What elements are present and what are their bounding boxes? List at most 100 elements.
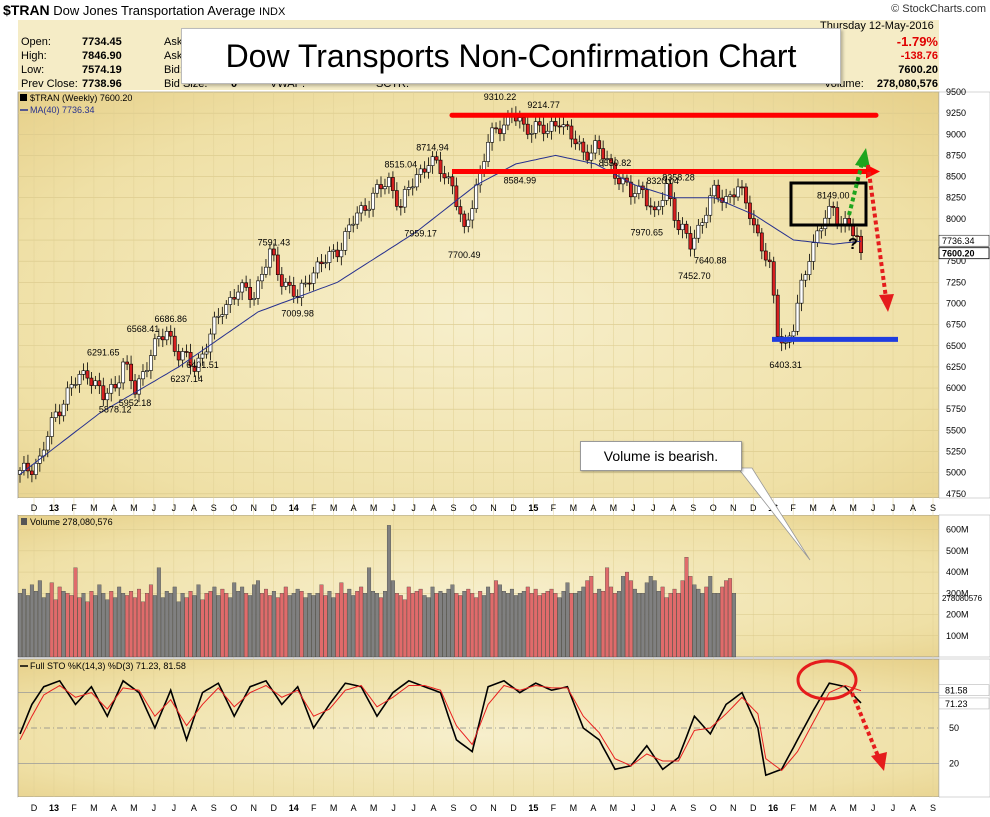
candle bbox=[803, 274, 808, 281]
candle bbox=[859, 235, 863, 254]
time-tick-label: A bbox=[910, 803, 916, 813]
candle bbox=[617, 177, 621, 185]
candle bbox=[319, 261, 324, 265]
time-tick-label: 13 bbox=[49, 803, 59, 813]
candle bbox=[811, 242, 816, 262]
volume-bar bbox=[621, 576, 625, 658]
candle bbox=[446, 176, 451, 179]
time-tick-label: A bbox=[670, 803, 676, 813]
candle bbox=[367, 208, 371, 211]
time-tick-label: O bbox=[710, 503, 717, 513]
volume-bar bbox=[355, 591, 360, 658]
ma-legend-label: MA(40) 7736.34 bbox=[30, 105, 95, 115]
candle bbox=[192, 365, 197, 372]
candle bbox=[458, 206, 463, 215]
volume-tick-label: 400M bbox=[946, 567, 969, 577]
volume-bar bbox=[73, 567, 78, 658]
time-tick-label: M bbox=[330, 503, 338, 513]
candle bbox=[33, 463, 38, 475]
candle bbox=[732, 194, 736, 198]
volume-bar bbox=[232, 582, 237, 658]
candle bbox=[454, 185, 459, 207]
candle bbox=[232, 297, 237, 300]
candle bbox=[164, 330, 169, 341]
annotation-label: 6401.51 bbox=[186, 360, 219, 370]
time-tick-label: S bbox=[690, 503, 696, 513]
candle bbox=[644, 189, 649, 207]
time-tick-label: A bbox=[670, 503, 676, 513]
candle bbox=[541, 124, 546, 134]
stochastic-d-line bbox=[19, 684, 862, 772]
annotation-label: 6568.41 bbox=[127, 324, 160, 334]
volume-bar bbox=[129, 591, 134, 658]
volume-bar bbox=[664, 597, 669, 658]
volume-bar bbox=[601, 591, 606, 658]
volume-bar bbox=[339, 582, 344, 658]
candle bbox=[180, 351, 185, 361]
volume-bar bbox=[644, 582, 649, 658]
volume-bar bbox=[466, 588, 471, 658]
time-tick-label: J bbox=[152, 503, 157, 513]
candle bbox=[22, 462, 26, 471]
volume-tick-label: 100M bbox=[946, 631, 969, 641]
volume-bar bbox=[585, 580, 590, 658]
stochastic-tick-label: 20 bbox=[949, 758, 959, 768]
annotation-label: 7591.43 bbox=[258, 237, 291, 247]
volume-bar bbox=[69, 595, 74, 658]
candle bbox=[704, 214, 709, 224]
time-tick-label: J bbox=[631, 803, 636, 813]
volume-bar bbox=[680, 580, 685, 658]
volume-bar bbox=[307, 593, 312, 658]
candle bbox=[418, 168, 423, 175]
time-tick-label: D bbox=[31, 803, 38, 813]
time-tick-label: M bbox=[130, 503, 138, 513]
candle bbox=[53, 411, 58, 418]
candle bbox=[93, 380, 98, 386]
volume-bar bbox=[164, 591, 169, 658]
price-tick-label: 8750 bbox=[946, 150, 966, 160]
candle bbox=[125, 361, 130, 365]
candle bbox=[375, 184, 379, 194]
volume-bar bbox=[454, 593, 459, 658]
time-tick-label: A bbox=[191, 503, 197, 513]
volume-bar bbox=[577, 591, 582, 658]
time-tick-label: D bbox=[270, 803, 277, 813]
time-tick-label: M bbox=[849, 803, 857, 813]
candle bbox=[807, 261, 812, 275]
candle bbox=[561, 124, 566, 128]
price-legend-label: $TRAN (Weekly) 7600.20 bbox=[30, 93, 132, 103]
candle bbox=[585, 151, 590, 161]
price-tick-label: 6000 bbox=[946, 383, 966, 393]
time-tick-label: D bbox=[510, 803, 517, 813]
volume-bar bbox=[379, 597, 383, 658]
candle bbox=[97, 380, 102, 387]
volume-tick-label: 500M bbox=[946, 546, 969, 556]
annotation-label: 9310.22 bbox=[484, 92, 517, 102]
volume-bar bbox=[327, 591, 332, 658]
volume-bar bbox=[696, 588, 701, 658]
candle bbox=[549, 121, 554, 132]
volume-bar bbox=[426, 597, 431, 658]
ma-value-tag bbox=[938, 234, 990, 247]
annotation-label: 6403.31 bbox=[769, 360, 802, 370]
volume-bar bbox=[490, 593, 495, 658]
volume-bar bbox=[105, 599, 110, 658]
source-credit[interactable]: © StockCharts.com bbox=[891, 3, 986, 15]
candle bbox=[799, 279, 804, 304]
volume-bar bbox=[25, 595, 30, 658]
volume-bar bbox=[565, 582, 570, 658]
time-tick-label: N bbox=[730, 503, 737, 513]
volume-bar bbox=[267, 595, 272, 658]
stochastic-k-line bbox=[19, 679, 862, 777]
candle bbox=[89, 377, 94, 386]
time-tick-label: A bbox=[590, 503, 596, 513]
candle bbox=[688, 233, 693, 250]
high-value: 7846.90 bbox=[82, 50, 122, 62]
volume-bar bbox=[688, 576, 693, 658]
candle bbox=[684, 223, 689, 234]
volume-bar bbox=[271, 591, 276, 658]
annotation-label: 7959.17 bbox=[404, 228, 437, 238]
time-tick-label: F bbox=[551, 503, 557, 513]
volume-bar bbox=[176, 601, 181, 658]
